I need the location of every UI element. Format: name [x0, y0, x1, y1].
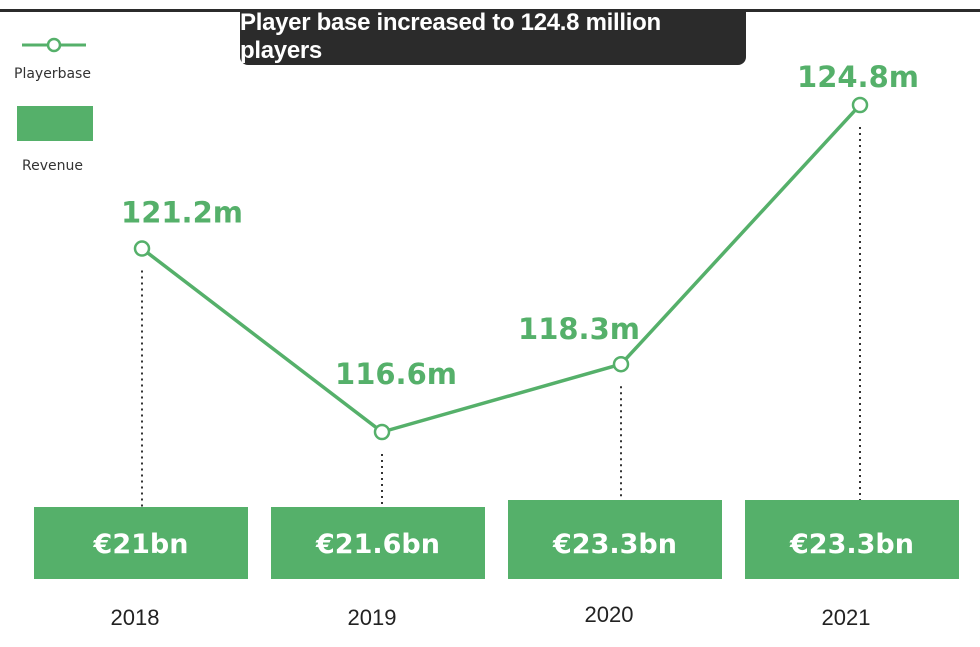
revenue-bar-label: €21.6bn — [315, 529, 440, 560]
x-tick-label: 2018 — [111, 605, 160, 630]
legend-playerbase-icon — [22, 37, 86, 53]
x-tick-label: 2021 — [822, 605, 871, 630]
revenue-bar — [34, 507, 248, 579]
playerbase-point — [133, 240, 151, 257]
legend-revenue-swatch — [17, 106, 93, 141]
legend-revenue-label: Revenue — [22, 158, 83, 174]
chart-title: Player base increased to 124.8 million p… — [240, 9, 661, 64]
playerbase-point — [373, 423, 391, 441]
revenue-bar — [271, 507, 485, 579]
playerbase-point — [612, 355, 630, 373]
revenue-bar-label: €21bn — [93, 529, 189, 560]
playerbase-line — [140, 103, 862, 434]
x-tick-label: 2020 — [585, 602, 634, 627]
x-tick-label: 2019 — [348, 605, 397, 630]
playerbase-value-label: 116.6m — [335, 357, 457, 391]
playerbase-value-label: 118.3m — [518, 312, 640, 346]
legend-playerbase-label: Playerbase — [14, 66, 91, 82]
playerbase-value-label: 121.2m — [121, 196, 243, 230]
revenue-bar — [508, 500, 722, 579]
revenue-bar — [745, 500, 959, 579]
title-banner: Player base increased to 124.8 million p… — [240, 9, 746, 65]
playerbase-value-label: 124.8m — [797, 60, 919, 94]
playerbase-point — [851, 96, 869, 114]
revenue-bar-label: €23.3bn — [789, 529, 914, 560]
revenue-bar-label: €23.3bn — [552, 529, 677, 560]
